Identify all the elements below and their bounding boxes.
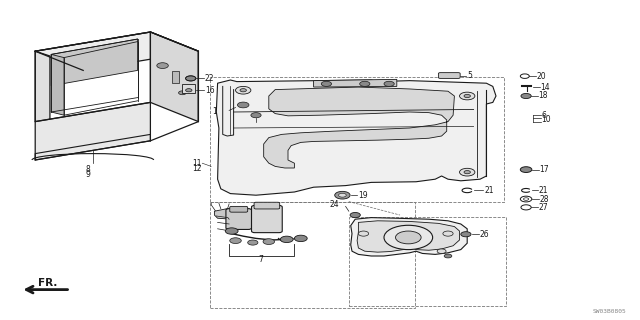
Bar bbox=[349, 217, 506, 306]
Polygon shape bbox=[35, 32, 198, 70]
Text: 12: 12 bbox=[192, 164, 202, 173]
Polygon shape bbox=[264, 87, 454, 168]
Text: 23: 23 bbox=[229, 168, 239, 177]
Circle shape bbox=[464, 94, 470, 98]
Circle shape bbox=[251, 113, 261, 118]
Text: 26: 26 bbox=[480, 230, 490, 239]
Circle shape bbox=[460, 168, 475, 176]
Circle shape bbox=[280, 236, 293, 243]
Text: 10: 10 bbox=[541, 116, 551, 124]
FancyBboxPatch shape bbox=[252, 205, 282, 233]
Text: 18: 18 bbox=[538, 92, 548, 100]
Circle shape bbox=[186, 76, 196, 81]
Text: 27: 27 bbox=[538, 203, 548, 212]
Polygon shape bbox=[214, 209, 238, 219]
Text: FR.: FR. bbox=[38, 278, 58, 288]
FancyBboxPatch shape bbox=[230, 206, 248, 212]
FancyBboxPatch shape bbox=[226, 209, 252, 229]
Text: 28: 28 bbox=[540, 195, 549, 204]
Text: 1: 1 bbox=[302, 150, 307, 159]
Circle shape bbox=[437, 249, 446, 253]
Circle shape bbox=[358, 231, 369, 236]
Polygon shape bbox=[314, 79, 397, 87]
Text: 4: 4 bbox=[225, 144, 230, 153]
Circle shape bbox=[350, 212, 360, 218]
Polygon shape bbox=[357, 221, 460, 252]
Text: 21: 21 bbox=[539, 186, 548, 195]
Text: 9: 9 bbox=[86, 170, 91, 179]
Circle shape bbox=[236, 86, 251, 94]
Circle shape bbox=[520, 167, 532, 172]
Circle shape bbox=[321, 81, 332, 86]
Text: 8: 8 bbox=[86, 165, 91, 174]
Text: 13: 13 bbox=[280, 178, 290, 187]
Polygon shape bbox=[351, 218, 467, 256]
Circle shape bbox=[186, 89, 192, 92]
Polygon shape bbox=[35, 102, 150, 160]
Circle shape bbox=[237, 102, 249, 108]
Polygon shape bbox=[150, 32, 198, 122]
Text: 6: 6 bbox=[541, 111, 547, 120]
Circle shape bbox=[230, 238, 241, 244]
Text: 11: 11 bbox=[192, 159, 202, 168]
Circle shape bbox=[461, 232, 471, 237]
Circle shape bbox=[384, 81, 394, 86]
Circle shape bbox=[384, 225, 433, 250]
FancyBboxPatch shape bbox=[438, 73, 460, 78]
Text: 22: 22 bbox=[205, 74, 214, 83]
Polygon shape bbox=[51, 54, 64, 115]
Circle shape bbox=[396, 231, 421, 244]
FancyBboxPatch shape bbox=[254, 202, 280, 209]
Circle shape bbox=[179, 91, 186, 95]
Polygon shape bbox=[51, 39, 138, 86]
Text: 24: 24 bbox=[330, 200, 339, 209]
Polygon shape bbox=[35, 51, 50, 126]
Text: 17: 17 bbox=[540, 165, 549, 174]
Text: 2: 2 bbox=[255, 154, 259, 163]
Text: 25: 25 bbox=[247, 120, 257, 129]
Circle shape bbox=[335, 191, 350, 199]
Bar bbox=[172, 71, 179, 83]
Circle shape bbox=[240, 89, 246, 92]
Circle shape bbox=[443, 231, 453, 236]
Circle shape bbox=[157, 63, 168, 68]
Circle shape bbox=[460, 92, 475, 100]
FancyBboxPatch shape bbox=[182, 84, 195, 93]
Circle shape bbox=[263, 239, 275, 244]
Text: 20: 20 bbox=[536, 72, 546, 81]
Circle shape bbox=[464, 171, 470, 174]
Circle shape bbox=[339, 193, 346, 197]
Text: 5: 5 bbox=[467, 71, 472, 80]
Circle shape bbox=[521, 93, 531, 99]
Bar bbox=[210, 202, 415, 308]
Text: 16: 16 bbox=[205, 86, 214, 95]
Text: 14: 14 bbox=[540, 83, 550, 92]
Bar bbox=[210, 77, 504, 202]
Circle shape bbox=[444, 254, 452, 258]
Polygon shape bbox=[216, 80, 496, 195]
Circle shape bbox=[225, 228, 238, 234]
Text: 19: 19 bbox=[358, 191, 368, 200]
Text: 21: 21 bbox=[484, 186, 494, 195]
Circle shape bbox=[294, 235, 307, 242]
Text: SW03B0805: SW03B0805 bbox=[592, 309, 626, 314]
Text: 7: 7 bbox=[259, 255, 264, 264]
Circle shape bbox=[360, 81, 370, 86]
Text: 15: 15 bbox=[212, 107, 221, 116]
Circle shape bbox=[248, 240, 258, 245]
Text: 3: 3 bbox=[218, 138, 223, 147]
